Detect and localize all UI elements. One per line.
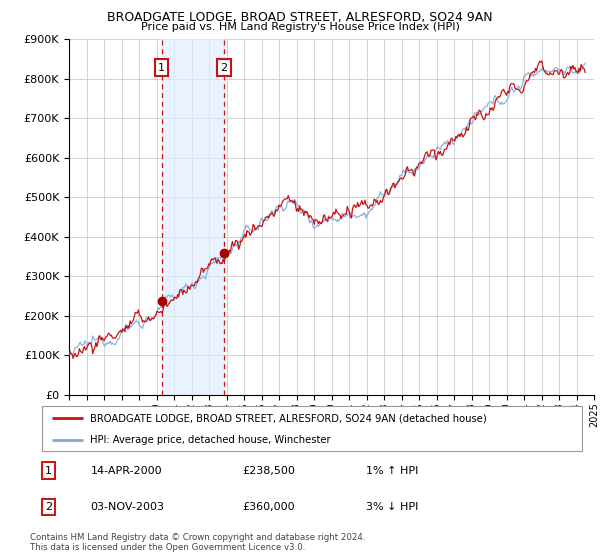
Text: 14-APR-2000: 14-APR-2000 [91,465,162,475]
Text: 1: 1 [45,465,52,475]
Text: Price paid vs. HM Land Registry's House Price Index (HPI): Price paid vs. HM Land Registry's House … [140,22,460,32]
Text: 3% ↓ HPI: 3% ↓ HPI [366,502,418,512]
FancyBboxPatch shape [42,406,582,451]
Text: Contains HM Land Registry data © Crown copyright and database right 2024.: Contains HM Land Registry data © Crown c… [30,533,365,542]
Text: BROADGATE LODGE, BROAD STREET, ALRESFORD, SO24 9AN: BROADGATE LODGE, BROAD STREET, ALRESFORD… [107,11,493,24]
Text: 1: 1 [158,63,165,73]
Text: HPI: Average price, detached house, Winchester: HPI: Average price, detached house, Winc… [89,435,330,445]
Text: £360,000: £360,000 [242,502,295,512]
Bar [161,39,224,395]
Text: £238,500: £238,500 [242,465,295,475]
Text: This data is licensed under the Open Government Licence v3.0.: This data is licensed under the Open Gov… [30,543,305,552]
Text: 2: 2 [220,63,227,73]
Text: 03-NOV-2003: 03-NOV-2003 [91,502,164,512]
Text: 2: 2 [45,502,52,512]
Text: 1% ↑ HPI: 1% ↑ HPI [366,465,418,475]
Text: BROADGATE LODGE, BROAD STREET, ALRESFORD, SO24 9AN (detached house): BROADGATE LODGE, BROAD STREET, ALRESFORD… [89,413,486,423]
